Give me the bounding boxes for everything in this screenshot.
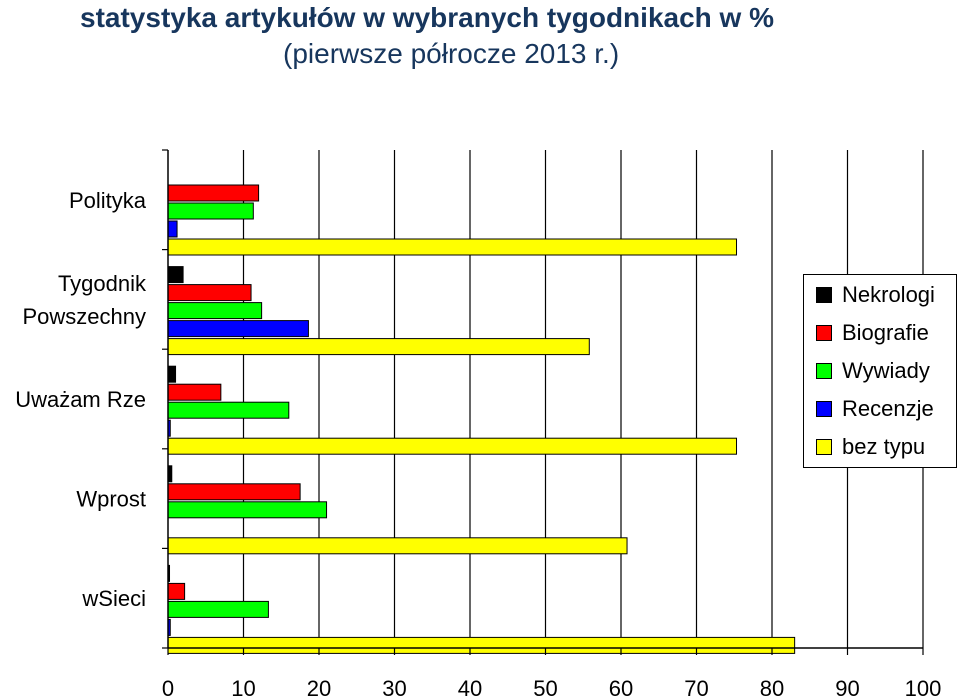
category-label-4: wSieci (81, 586, 146, 611)
legend-label: Wywiady (842, 358, 930, 383)
x-tick-label-60: 60 (609, 676, 633, 699)
category-label-0: Polityka (69, 188, 147, 213)
legend-label: Nekrologi (842, 282, 935, 307)
chart-title-line-1: statystyka artykułów w wybranych tygodni… (80, 2, 774, 33)
category-labels: Polityka Tygodnik Powszechny Uważam Rze Wpro… (15, 188, 147, 611)
x-tick-label-40: 40 (458, 676, 482, 699)
legend-swatch (816, 401, 832, 417)
bar-biografie-2 (167, 383, 222, 401)
x-tick-label-70: 70 (684, 676, 708, 699)
x-tick-label-50: 50 (533, 676, 557, 699)
legend-item-nekrologi: Nekrologi (816, 280, 935, 310)
x-tick-label-80: 80 (760, 676, 784, 699)
legend-item-biografie: Biografie (816, 318, 929, 348)
legend-swatch (816, 439, 832, 455)
bar-bez-typu-3 (167, 537, 628, 555)
x-tick-label-0: 0 (162, 676, 174, 699)
legend: Nekrologi Biografie Wywiady Recenzje bez typ… (803, 274, 957, 468)
bar-bez-typu-2 (167, 437, 738, 455)
legend-label: Recenzje (842, 396, 934, 421)
x-tick-label-100: 100 (905, 676, 942, 699)
bar-biografie-3 (167, 483, 301, 501)
bar-wywiady-3 (167, 501, 328, 519)
category-label-2: Uważam Rze (15, 387, 146, 412)
bar-wywiady-2 (167, 401, 290, 419)
bar-wywiady-1 (167, 302, 263, 320)
category-label-3: Wprost (76, 487, 146, 512)
axes (162, 149, 924, 655)
legend-swatch (816, 325, 832, 341)
legend-swatch (816, 363, 832, 379)
bar-wywiady-0 (167, 202, 254, 220)
x-tick-label-30: 30 (382, 676, 406, 699)
bar-biografie-4 (167, 582, 186, 600)
legend-label: Biografie (842, 320, 929, 345)
bar-recenzje-0 (167, 220, 178, 238)
x-tick-label-90: 90 (835, 676, 859, 699)
chart-title-line-2: (pierwsze półrocze 2013 r.) (283, 38, 620, 69)
bar-bez-typu-1 (167, 338, 590, 356)
gridlines (242, 150, 924, 648)
legend-swatch (816, 287, 832, 303)
bars (167, 184, 796, 654)
x-tick-label-10: 10 (231, 676, 255, 699)
legend-item-wywiady: Wywiady (816, 356, 930, 386)
legend-label: bez typu (842, 434, 926, 459)
x-tick-label-20: 20 (307, 676, 331, 699)
bar-wywiady-4 (167, 600, 269, 618)
tick-labels: 0 10 20 30 40 50 60 70 80 90 100 (162, 676, 941, 699)
bar-recenzje-1 (167, 320, 309, 338)
category-label-1: Tygodnik (58, 271, 147, 296)
bar-biografie-0 (167, 184, 260, 202)
bar-bez-typu-4 (167, 636, 796, 654)
bar-bez-typu-0 (167, 238, 738, 256)
bar-nekrologi-1 (167, 266, 184, 284)
bar-nekrologi-2 (167, 365, 177, 383)
legend-item-recenzje: Recenzje (816, 394, 934, 424)
category-label-1: Powszechny (22, 304, 146, 329)
bar-biografie-1 (167, 284, 252, 302)
legend-item-bez-typu: bez typu (816, 432, 925, 462)
